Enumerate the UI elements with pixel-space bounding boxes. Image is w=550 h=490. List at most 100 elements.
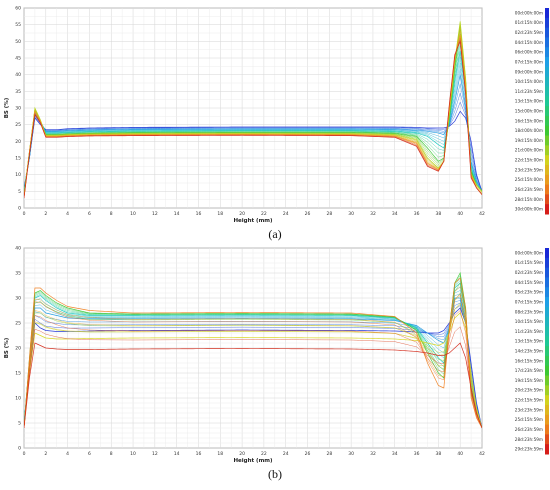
legend-entry: 18d:00h:00m: [515, 128, 543, 133]
y-axis-title: BS (%): [4, 337, 10, 358]
y-tick-label: 60: [15, 6, 21, 12]
series-group: [24, 21, 482, 199]
y-tick-label: 25: [15, 321, 21, 327]
x-tick-label: 24: [283, 211, 289, 217]
x-tick-label: 40: [457, 451, 463, 457]
legend-entry: 20d:23h:59m: [515, 388, 543, 393]
legend-entry: 26d:23h:59m: [515, 187, 543, 192]
grid-lines: [23, 247, 483, 449]
legend-color-swatch: [545, 135, 549, 146]
legend-color-swatch: [545, 174, 549, 186]
legend-color-swatch: [545, 115, 549, 127]
series-line-blend: [24, 310, 482, 429]
legend-entry: 04d:15h:59m: [515, 280, 543, 285]
legend-color-swatch: [545, 434, 549, 445]
legend-color-swatch: [545, 66, 549, 78]
legend-entry: 07d:15h:59m: [515, 299, 543, 304]
legend: 00d:00h:00m 01d:15h:59m 02d:23h:59m 04d:15h…: [515, 248, 549, 455]
x-tick-label: 34: [392, 211, 398, 217]
legend-entry: 17d:23h:59m: [515, 368, 543, 373]
legend-color-swatch: [545, 57, 549, 68]
x-tick-label: 0: [23, 211, 26, 217]
legend-entry: 11d:23h:59m: [515, 329, 543, 334]
axis-ticks: 0 2 4 6 8 10 12 14 16 18 20 22 24 26 28 30 32 34 36 38 40 420…: [15, 6, 485, 218]
series-line: [24, 277, 482, 429]
legend-entry: 25d:15h:00m: [515, 177, 543, 182]
y-tick-label: 25: [15, 122, 21, 128]
x-tick-label: 26: [305, 211, 311, 217]
series-line-blend: [24, 292, 482, 429]
x-tick-label: 2: [44, 451, 47, 457]
legend-entry: 02d:23h:59m: [515, 270, 543, 275]
x-tick-label: 20: [239, 451, 245, 457]
legend-color-swatch: [545, 17, 549, 29]
y-tick-label: 35: [15, 89, 21, 95]
legend-color-swatch: [545, 385, 549, 396]
legend-entry: 04d:15h:00m: [515, 40, 543, 45]
y-tick-label: 20: [15, 346, 21, 352]
x-tick-label: 42: [479, 451, 485, 457]
series-line-blend: [24, 83, 482, 192]
series-line: [24, 110, 482, 192]
y-tick-label: 50: [15, 39, 21, 45]
legend-color-swatch: [545, 277, 549, 288]
x-tick-label: 32: [370, 211, 376, 217]
series-line-blend: [24, 282, 482, 429]
legend-color-swatch: [545, 306, 549, 318]
legend-entry: 02d:23h:59m: [515, 30, 543, 35]
series-line-blend: [24, 101, 482, 192]
x-tick-label: 6: [88, 451, 91, 457]
legend-color-swatch: [545, 27, 549, 38]
series-line-blend: [24, 286, 482, 429]
legend-entry: 01d:15h:59m: [515, 260, 543, 265]
legend-entry: 14d:23h:59m: [515, 349, 543, 354]
legend-entry: 13d:15h:59m: [515, 339, 543, 344]
x-tick-label: 20: [239, 211, 245, 217]
legend-entry: 28d:23h:59m: [515, 437, 543, 442]
legend-color-swatch: [545, 287, 549, 298]
x-tick-label: 32: [370, 451, 376, 457]
legend-color-swatch: [545, 355, 549, 367]
y-axis-title: BS (%): [4, 97, 10, 118]
series-line-blend: [24, 92, 482, 192]
series-line-blend: [24, 39, 482, 194]
legend-color-swatch: [545, 336, 549, 347]
x-tick-label: 4: [66, 451, 69, 457]
y-tick-label: 45: [15, 56, 21, 62]
x-tick-label: 22: [261, 451, 267, 457]
x-tick-label: 24: [283, 451, 289, 457]
legend-entry: 25d:15h:59m: [515, 417, 543, 422]
legend-color-swatch: [545, 297, 549, 308]
legend-color-swatch: [545, 37, 549, 48]
x-tick-label: 16: [196, 211, 202, 217]
x-tick-label: 26: [305, 451, 311, 457]
legend-color-swatch: [545, 375, 549, 386]
legend-entry: 21d:00h:00m: [515, 148, 543, 153]
legend-entry: 23d:23h:59m: [515, 407, 543, 412]
series-line: [24, 271, 482, 429]
legend-color-swatch: [545, 404, 549, 416]
legend-color-swatch: [545, 267, 549, 278]
x-tick-label: 38: [436, 211, 442, 217]
legend-entry: 22d:15h:59m: [515, 398, 543, 403]
legend-entry: 19d:15h:59m: [515, 378, 543, 383]
legend-entry: 22d:15h:00m: [515, 158, 543, 163]
x-tick-label: 12: [152, 211, 158, 217]
y-tick-label: 0: [18, 446, 21, 452]
x-tick-label: 18: [217, 211, 223, 217]
series-line-blend: [24, 305, 482, 429]
y-tick-label: 40: [15, 246, 21, 252]
legend-color-swatch: [545, 76, 549, 87]
legend-entry: 10d:15h:00m: [515, 79, 543, 84]
series-line: [24, 51, 482, 192]
legend-color-swatch: [545, 47, 549, 58]
legend-color-swatch: [545, 248, 549, 259]
series-group: [24, 271, 482, 429]
legend-color-swatch: [545, 444, 549, 455]
series-line: [24, 41, 482, 199]
legend-entry: 10d:15h:59m: [515, 319, 543, 324]
legend-color-swatch: [545, 346, 549, 357]
legend-entry: 01d:15h:00m: [515, 20, 543, 25]
